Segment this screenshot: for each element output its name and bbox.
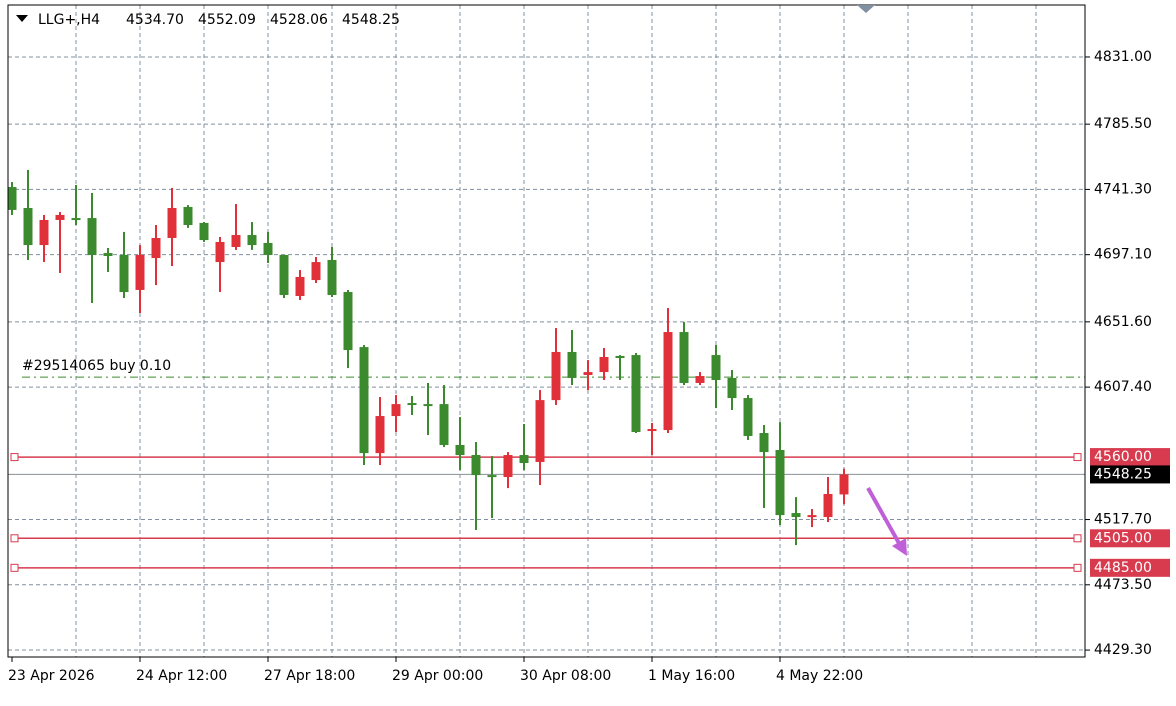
- level-handle: [1073, 453, 1082, 462]
- candle-body: [615, 355, 625, 359]
- menu-icon[interactable]: [16, 15, 28, 22]
- candle-body: [183, 206, 193, 225]
- candle-body: [519, 455, 529, 463]
- candle-body: [535, 400, 545, 462]
- x-tick-label: 24 Apr 12:00: [136, 668, 227, 684]
- ohlc-low: 4528.06: [270, 12, 328, 28]
- candle-body: [727, 377, 737, 399]
- candle-body: [439, 404, 449, 445]
- candle-body: [215, 241, 225, 263]
- level-handle: [1073, 563, 1082, 572]
- candle-body: [23, 208, 33, 246]
- symbol: LLG+,H4: [38, 12, 100, 28]
- level-label: 4485.00: [1094, 560, 1152, 576]
- level-handle: [10, 563, 19, 572]
- x-tick-label: 1 May 16:00: [648, 668, 735, 684]
- candle-body: [711, 355, 721, 381]
- candle-body: [71, 218, 81, 221]
- candle-body: [567, 351, 577, 378]
- candle-body: [807, 515, 817, 518]
- level-label: 4505.00: [1094, 530, 1152, 546]
- y-tick-label: 4785.50: [1094, 116, 1152, 132]
- candle-body: [263, 243, 273, 255]
- candle-body: [487, 475, 497, 478]
- candle-body: [631, 355, 641, 432]
- level-handle: [10, 534, 19, 543]
- y-tick-label: 4697.10: [1094, 247, 1152, 263]
- y-tick-label: 4741.30: [1094, 181, 1152, 197]
- candle-body: [103, 253, 113, 256]
- x-tick-label: 27 Apr 18:00: [264, 668, 355, 684]
- candle-body: [503, 455, 513, 478]
- y-tick-label: 4607.40: [1094, 379, 1152, 395]
- level-label-bg: [1090, 558, 1170, 577]
- ohlc-high: 4552.09: [198, 12, 256, 28]
- candle-body: [279, 254, 289, 295]
- bid-label-bg: [1090, 465, 1170, 484]
- candle-body: [167, 208, 177, 238]
- candle-body: [775, 450, 785, 516]
- ohlc-open: 4534.70: [126, 12, 184, 28]
- candle-body: [839, 474, 849, 495]
- y-tick-label: 4517.70: [1094, 512, 1152, 528]
- candle-body: [359, 347, 369, 454]
- x-tick-label: 29 Apr 00:00: [392, 668, 483, 684]
- candle-body: [39, 219, 49, 246]
- plot-frame: [7, 4, 1086, 658]
- candle-body: [471, 455, 481, 476]
- ohlc-close: 4548.25: [342, 12, 400, 28]
- candle-body: [551, 351, 561, 401]
- grid: [8, 5, 1085, 657]
- x-tick-label: 4 May 22:00: [776, 668, 863, 684]
- candle-body: [375, 416, 385, 454]
- bid-label: 4548.25: [1094, 466, 1152, 482]
- level-label: 4560.00: [1094, 449, 1152, 465]
- candle-body: [647, 429, 657, 432]
- x-tick-label: 30 Apr 08:00: [520, 668, 611, 684]
- candle-body: [455, 444, 465, 456]
- candle-body: [759, 433, 769, 453]
- candle-body: [87, 218, 97, 255]
- candle-body: [247, 235, 257, 246]
- candle-body: [407, 403, 417, 406]
- candle-body: [583, 372, 593, 375]
- level-handle: [1073, 534, 1082, 543]
- candle-body: [199, 222, 209, 241]
- order-label: #29514065 buy 0.10: [22, 358, 171, 374]
- candle-body: [7, 187, 17, 210]
- annotation-arrow: [866, 487, 907, 556]
- x-tick-label: 23 Apr 2026: [8, 668, 95, 684]
- candle-body: [231, 235, 241, 247]
- y-tick-label: 4651.60: [1094, 314, 1152, 330]
- y-tick-label: 4429.30: [1094, 642, 1152, 658]
- arrow-shaft: [866, 487, 902, 546]
- level-handle: [10, 453, 19, 462]
- plot: [7, 169, 1085, 572]
- candle-body: [119, 254, 129, 293]
- candle-body: [823, 494, 833, 518]
- shift-marker: [857, 5, 875, 13]
- arrow-head: [892, 538, 907, 556]
- candle-body: [151, 237, 161, 259]
- candle-body: [695, 376, 705, 383]
- candle-body: [791, 513, 801, 518]
- y-tick-label: 4831.00: [1094, 49, 1152, 65]
- candle-body: [743, 398, 753, 436]
- candle-body: [135, 254, 145, 290]
- candle-body: [663, 332, 673, 431]
- candle-body: [295, 276, 305, 297]
- y-tick-label: 4473.50: [1094, 577, 1152, 593]
- candle-body: [55, 214, 65, 220]
- candle-body: [423, 404, 433, 407]
- candle-body: [327, 259, 337, 295]
- candle-body: [391, 404, 401, 417]
- candle-body: [599, 356, 609, 373]
- level-label-bg: [1090, 529, 1170, 548]
- candle-body: [311, 262, 321, 281]
- candle-body: [343, 292, 353, 351]
- level-label-bg: [1090, 448, 1170, 467]
- candle-body: [679, 332, 689, 383]
